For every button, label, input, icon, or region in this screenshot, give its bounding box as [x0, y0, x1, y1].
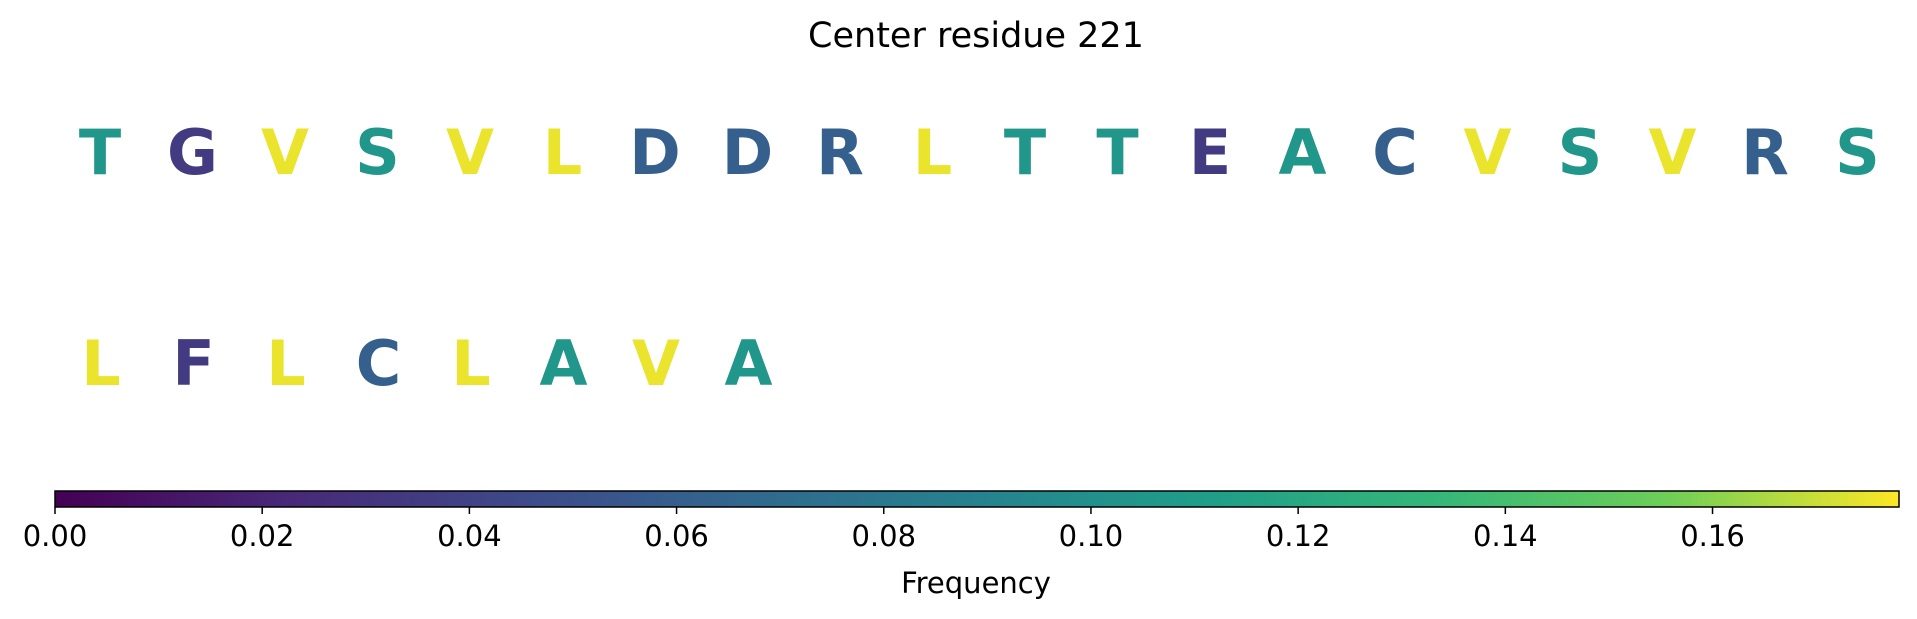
- residue-letter: S: [1558, 116, 1603, 189]
- colorbar-tick-label: 0.02: [230, 519, 295, 553]
- residue-letter: L: [913, 116, 953, 189]
- residue-grid: T G V S V L D D R L T T E A C V S V R SL F L C L A V A: [79, 116, 1880, 400]
- residue-letter: C: [1372, 116, 1418, 189]
- residue-letter: V: [446, 116, 494, 189]
- residue-letter: E: [1189, 116, 1231, 189]
- residue-letter: R: [1741, 116, 1789, 189]
- residue-letter: L: [543, 116, 583, 189]
- colorbar-tick-label: 0.06: [644, 519, 709, 553]
- colorbar-tick-label: 0.10: [1059, 519, 1124, 553]
- residue-letter: L: [81, 327, 121, 400]
- residue-letter: A: [725, 327, 773, 400]
- colorbar-tick-label: 0.12: [1266, 519, 1331, 553]
- colorbar-tick-label: 0.14: [1473, 519, 1538, 553]
- residue-letter: T: [1096, 116, 1138, 189]
- residue-letter: F: [172, 327, 214, 400]
- residue-letter: S: [355, 116, 400, 189]
- residue-letter: L: [266, 327, 306, 400]
- residue-letter: D: [722, 116, 773, 189]
- colorbar-tick-label: 0.08: [851, 519, 916, 553]
- colorbar-ticks: 0.00 0.02 0.04 0.06 0.08 0.10 0.12 0.14 0.16: [23, 507, 1745, 553]
- residue-letter: V: [632, 327, 680, 400]
- residue-letter: D: [629, 116, 680, 189]
- residue-letter: C: [356, 327, 402, 400]
- residue-letter: V: [1464, 116, 1512, 189]
- residue-letter: V: [1649, 116, 1697, 189]
- colorbar-tick-label: 0.16: [1680, 519, 1745, 553]
- residue-letter: V: [261, 116, 309, 189]
- residue-letter: A: [540, 327, 588, 400]
- colorbar: 0.00 0.02 0.04 0.06 0.08 0.10 0.12 0.14 0.16 Fre…: [23, 490, 1900, 600]
- residue-letter: L: [451, 327, 491, 400]
- chart-title: Center residue 221: [808, 16, 1144, 56]
- colorbar-label: Frequency: [901, 566, 1051, 600]
- residue-letter: T: [1004, 116, 1046, 189]
- colorbar-tick-label: 0.04: [437, 519, 502, 553]
- colorbar-tick-label: 0.00: [23, 519, 88, 553]
- residue-letter: R: [816, 116, 864, 189]
- residue-letter: S: [1835, 116, 1880, 189]
- residue-letter: G: [167, 116, 218, 189]
- residue-letter: A: [1279, 116, 1327, 189]
- residue-letter: T: [79, 116, 121, 189]
- colorbar-gradient: [54, 490, 1900, 508]
